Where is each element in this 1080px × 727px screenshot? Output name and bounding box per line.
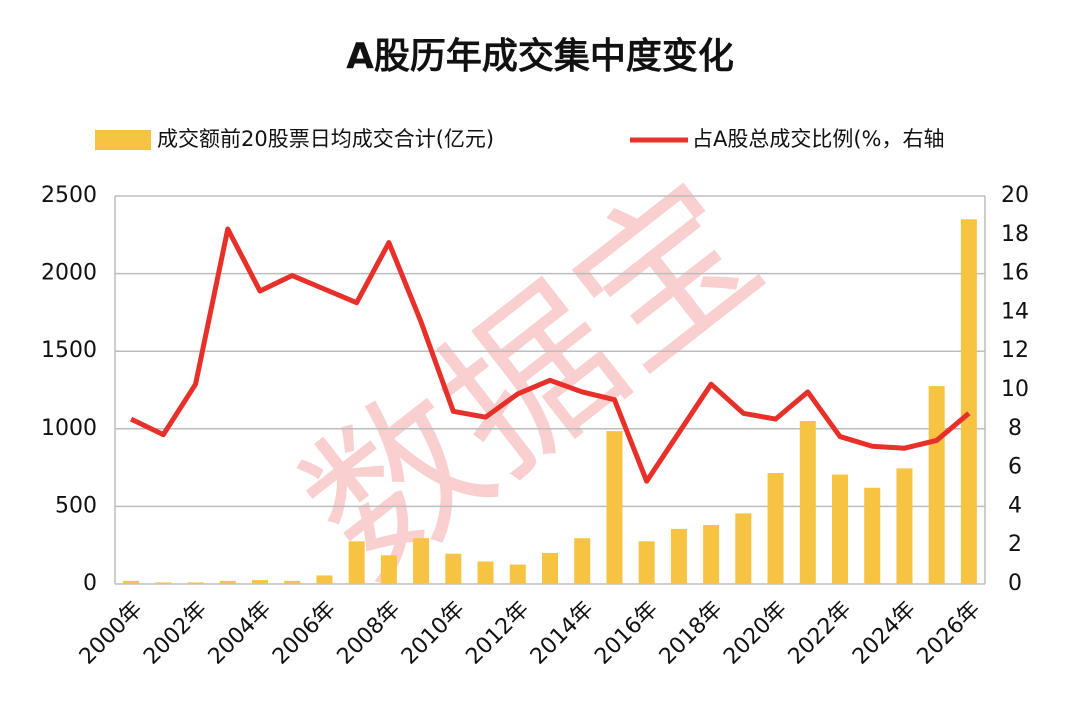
x-tick-label: 2020年 (719, 597, 792, 670)
y2-tick-label: 0 (1008, 571, 1022, 596)
y-tick-label: 2000 (41, 261, 97, 286)
bar (574, 538, 591, 584)
line (130, 226, 971, 484)
bar (509, 564, 526, 584)
bar (767, 473, 784, 584)
y-tick-label: 1500 (41, 338, 97, 363)
x-tick-label: 2000年 (75, 597, 148, 670)
bar (638, 541, 655, 584)
y2-tick-label: 18 (1001, 222, 1029, 247)
x-tick-label: 2026年 (913, 597, 986, 670)
bar (960, 219, 977, 584)
bar (606, 431, 623, 584)
y2-tick-label: 6 (1008, 455, 1022, 480)
x-tick-label: 2006年 (268, 597, 341, 670)
x-tick-label: 2022年 (784, 597, 857, 670)
x-tick-label: 2002年 (139, 597, 212, 670)
x-tick-label: 2014年 (526, 597, 599, 670)
y2-tick-label: 12 (1001, 338, 1029, 363)
x-tick-label: 2008年 (333, 597, 406, 670)
legend-label: 占A股总成交比例(%，右轴 (692, 127, 945, 151)
bar (477, 561, 494, 584)
bar (284, 580, 301, 584)
bar (832, 474, 848, 584)
bar (703, 525, 720, 584)
bar (348, 541, 365, 584)
x-tick-label: 2004年 (204, 597, 277, 670)
y2-tick-label: 2 (1008, 532, 1022, 557)
x-tick-label: 2018年 (655, 597, 728, 670)
bar (670, 528, 687, 584)
bar (316, 575, 333, 584)
bar (445, 553, 462, 584)
chart-title: A股历年成交集中度变化 (346, 35, 734, 77)
x-tick-label: 2016年 (590, 597, 663, 670)
y-tick-label: 500 (55, 493, 97, 518)
bar (413, 538, 430, 584)
bar (155, 582, 172, 584)
y-tick-label: 1000 (41, 416, 97, 441)
bar (735, 513, 752, 584)
bar (219, 580, 236, 584)
y-tick-label: 0 (83, 571, 97, 596)
y2-tick-label: 16 (1001, 261, 1029, 286)
bar (187, 582, 204, 584)
legend-swatch (95, 130, 151, 150)
y2-tick-label: 14 (1001, 299, 1029, 324)
bar (380, 555, 397, 584)
bar (123, 580, 140, 584)
bar (864, 487, 881, 584)
y2-tick-label: 10 (1001, 377, 1029, 402)
bar (542, 552, 558, 584)
y2-tick-label: 8 (1008, 416, 1022, 441)
x-tick-label: 2010年 (397, 597, 470, 670)
y2-tick-label: 4 (1008, 493, 1022, 518)
bar (928, 386, 945, 584)
y-tick-label: 2500 (41, 183, 97, 208)
bar (799, 421, 816, 584)
bar (896, 468, 913, 584)
x-tick-label: 2012年 (461, 597, 534, 670)
legend-label: 成交额前20股票日均成交合计(亿元) (157, 127, 494, 151)
y2-tick-label: 20 (1001, 183, 1029, 208)
x-tick-label: 2024年 (848, 597, 921, 670)
bar (252, 580, 268, 584)
